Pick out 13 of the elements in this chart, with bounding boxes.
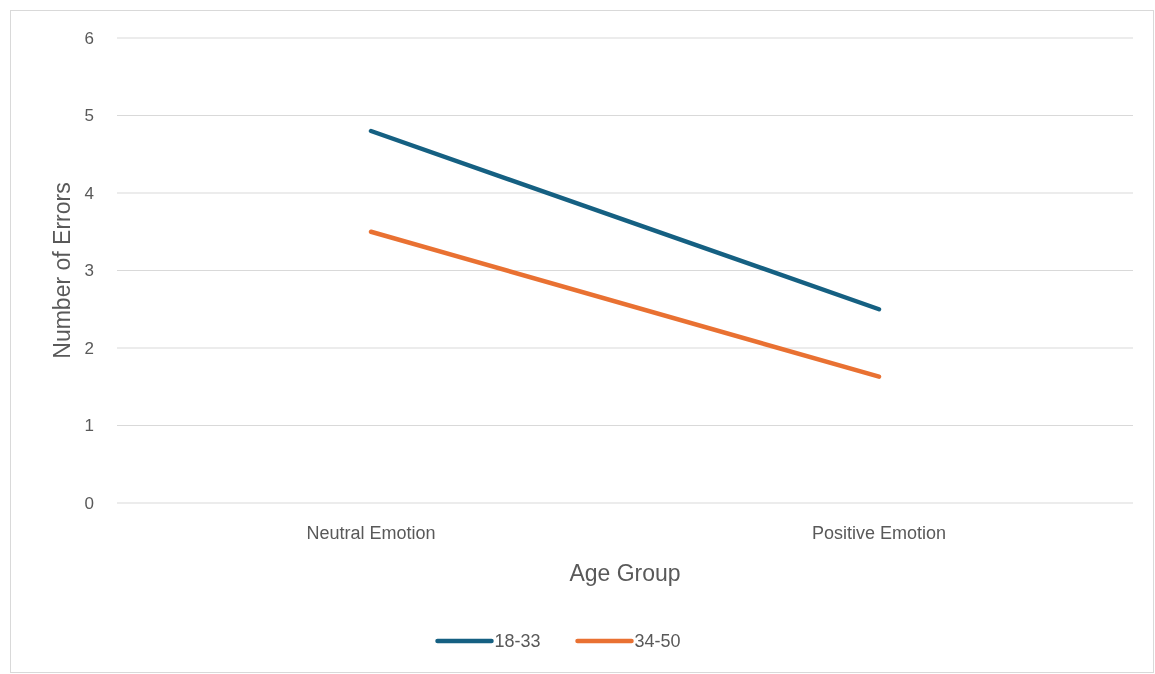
x-tick-label: Neutral Emotion <box>306 523 436 543</box>
y-tick-label: 2 <box>84 338 94 358</box>
x-axis-title: Age Group <box>569 560 681 586</box>
legend-label: 34-50 <box>634 631 681 652</box>
y-tick-label: 3 <box>84 261 94 281</box>
y-tick-label: 4 <box>84 183 94 203</box>
y-tick-label: 0 <box>84 493 94 513</box>
legend-label: 18-33 <box>494 631 541 652</box>
y-tick-label: 6 <box>84 28 94 48</box>
y-tick-label: 5 <box>84 106 94 126</box>
y-tick-label: 1 <box>84 416 94 436</box>
x-tick-label: Positive Emotion <box>811 523 947 543</box>
y-axis-title: Number of Errors <box>49 182 75 359</box>
